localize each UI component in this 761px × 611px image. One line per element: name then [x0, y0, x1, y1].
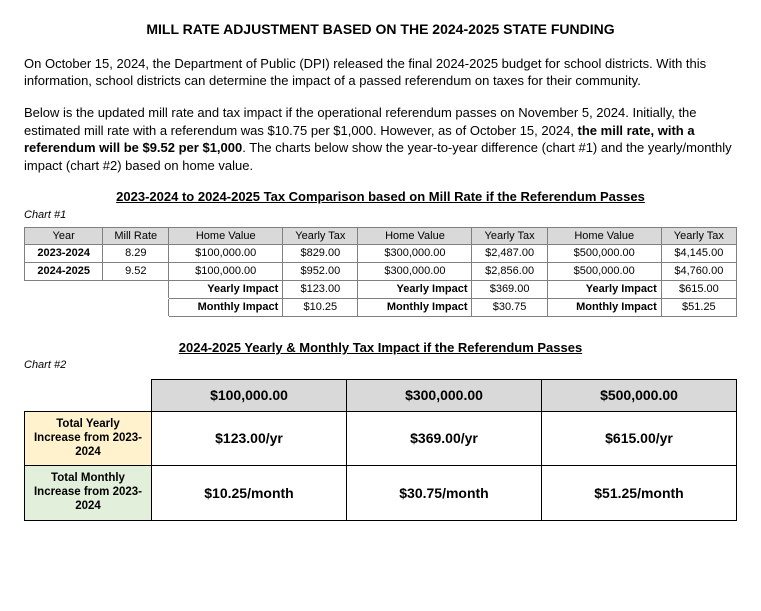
chart2-yearly-row: Total Yearly Increase from 2023-2024 $12… [25, 412, 737, 466]
intro-paragraph-2: Below is the updated mill rate and tax i… [24, 104, 737, 174]
th-yearly-tax-2: Yearly Tax [472, 227, 547, 245]
chart2-header-row: $100,000.00 $300,000.00 $500,000.00 [25, 380, 737, 412]
monthly-impact-3: $51.25 [661, 298, 736, 316]
colhead-300k: $300,000.00 [347, 380, 542, 412]
intro-paragraph-1: On October 15, 2024, the Department of P… [24, 55, 737, 90]
chart1-row-2024: 2024-2025 9.52 $100,000.00 $952.00 $300,… [25, 263, 737, 281]
monthly-300k: $30.75/month [347, 466, 542, 520]
colhead-100k: $100,000.00 [152, 380, 347, 412]
colhead-500k: $500,000.00 [542, 380, 737, 412]
cell-millrate: 9.52 [103, 263, 169, 281]
cell-hv3: $500,000.00 [547, 245, 661, 263]
cell-yt3: $4,760.00 [661, 263, 736, 281]
th-home-value-1: Home Value [169, 227, 283, 245]
cell-hv2: $300,000.00 [358, 263, 472, 281]
yearly-100k: $123.00/yr [152, 412, 347, 466]
chart2-subtitle: 2024-2025 Yearly & Monthly Tax Impact if… [24, 339, 737, 357]
blank-cell [25, 281, 169, 299]
yearly-impact-3: $615.00 [661, 281, 736, 299]
chart2-label: Chart #2 [24, 358, 737, 373]
chart1-row-2023: 2023-2024 8.29 $100,000.00 $829.00 $300,… [25, 245, 737, 263]
label-monthly-impact: Monthly Impact [547, 298, 661, 316]
page-title: MILL RATE ADJUSTMENT BASED ON THE 2024-2… [24, 20, 737, 39]
cell-year: 2024-2025 [25, 263, 103, 281]
cell-yt2: $2,487.00 [472, 245, 547, 263]
cell-yt1: $829.00 [283, 245, 358, 263]
label-yearly-impact: Yearly Impact [547, 281, 661, 299]
label-yearly-impact: Yearly Impact [358, 281, 472, 299]
monthly-impact-1: $10.25 [283, 298, 358, 316]
cell-hv3: $500,000.00 [547, 263, 661, 281]
chart1-header-row: Year Mill Rate Home Value Yearly Tax Hom… [25, 227, 737, 245]
yearly-impact-1: $123.00 [283, 281, 358, 299]
th-yearly-tax-1: Yearly Tax [283, 227, 358, 245]
chart1-table: Year Mill Rate Home Value Yearly Tax Hom… [24, 227, 737, 317]
yearly-impact-2: $369.00 [472, 281, 547, 299]
corner-blank [25, 380, 152, 412]
th-yearly-tax-3: Yearly Tax [661, 227, 736, 245]
chart2-table: $100,000.00 $300,000.00 $500,000.00 Tota… [24, 379, 737, 521]
th-year: Year [25, 227, 103, 245]
chart2-monthly-row: Total Monthly Increase from 2023-2024 $1… [25, 466, 737, 520]
monthly-500k: $51.25/month [542, 466, 737, 520]
chart1-monthly-impact-row: Monthly Impact $10.25 Monthly Impact $30… [25, 298, 737, 316]
monthly-impact-2: $30.75 [472, 298, 547, 316]
chart1-subtitle: 2023-2024 to 2024-2025 Tax Comparison ba… [24, 188, 737, 206]
cell-yt1: $952.00 [283, 263, 358, 281]
cell-hv1: $100,000.00 [169, 245, 283, 263]
yearly-500k: $615.00/yr [542, 412, 737, 466]
chart1-yearly-impact-row: Yearly Impact $123.00 Yearly Impact $369… [25, 281, 737, 299]
label-monthly-impact: Monthly Impact [169, 298, 283, 316]
monthly-100k: $10.25/month [152, 466, 347, 520]
yearly-300k: $369.00/yr [347, 412, 542, 466]
rowhead-monthly: Total Monthly Increase from 2023-2024 [25, 466, 152, 520]
label-yearly-impact: Yearly Impact [169, 281, 283, 299]
cell-millrate: 8.29 [103, 245, 169, 263]
cell-hv1: $100,000.00 [169, 263, 283, 281]
chart1-label: Chart #1 [24, 208, 737, 223]
label-monthly-impact: Monthly Impact [358, 298, 472, 316]
blank-cell [25, 298, 169, 316]
th-home-value-2: Home Value [358, 227, 472, 245]
cell-yt3: $4,145.00 [661, 245, 736, 263]
cell-hv2: $300,000.00 [358, 245, 472, 263]
cell-yt2: $2,856.00 [472, 263, 547, 281]
cell-year: 2023-2024 [25, 245, 103, 263]
th-mill-rate: Mill Rate [103, 227, 169, 245]
th-home-value-3: Home Value [547, 227, 661, 245]
rowhead-yearly: Total Yearly Increase from 2023-2024 [25, 412, 152, 466]
